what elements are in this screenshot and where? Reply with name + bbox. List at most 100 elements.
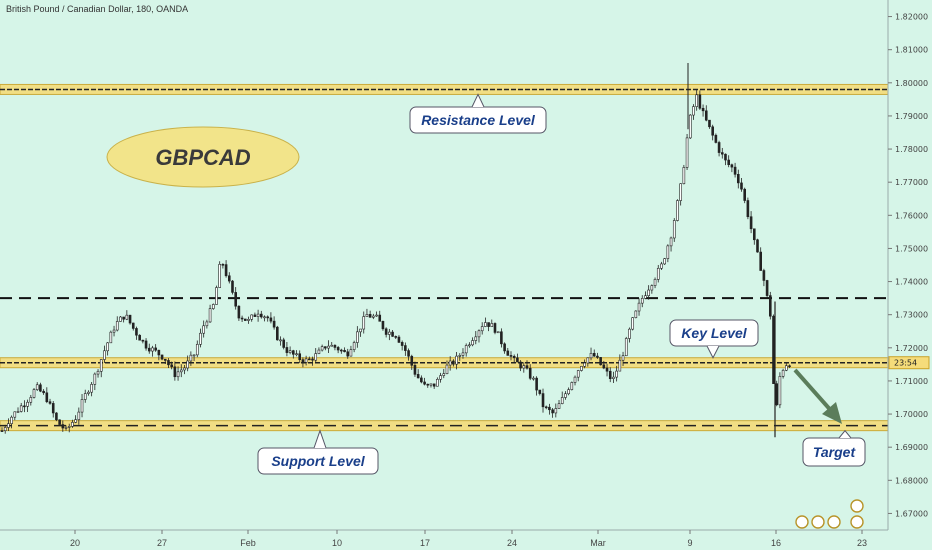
- candle-body: [176, 371, 180, 378]
- candle-body: [743, 188, 746, 201]
- candle-body: [240, 317, 244, 320]
- candle-body: [548, 406, 551, 411]
- candle-body: [564, 393, 567, 398]
- candle-body: [666, 245, 670, 259]
- candle-body: [179, 369, 183, 373]
- candle-body: [122, 316, 125, 320]
- x-tick-label: Mar: [590, 538, 606, 548]
- candle-body: [663, 258, 666, 265]
- candle-body: [173, 366, 177, 378]
- y-tick-label: 1.76000: [895, 211, 928, 220]
- candle-body: [215, 287, 218, 305]
- candle-body: [640, 298, 644, 304]
- candle-body: [26, 401, 29, 407]
- candle-body: [772, 315, 775, 384]
- candle-body: [167, 360, 170, 366]
- candle-body: [208, 308, 212, 323]
- x-tick-label: 27: [157, 538, 167, 548]
- candle-body: [538, 389, 542, 394]
- x-tick-label: 24: [507, 538, 517, 548]
- candle-body: [19, 405, 23, 412]
- candle-body: [631, 317, 634, 330]
- candle-body: [144, 340, 148, 349]
- event-icon: [811, 515, 825, 529]
- candle-body: [605, 367, 609, 372]
- y-tick-label: 1.82000: [895, 13, 928, 22]
- candle-body: [752, 228, 756, 241]
- candle-body: [788, 365, 791, 368]
- candle-body: [340, 349, 343, 352]
- candle-body: [416, 374, 420, 379]
- resistance-callout: Resistance Level: [409, 93, 547, 134]
- candle-body: [170, 364, 173, 368]
- x-tick-label: 23: [857, 538, 867, 548]
- candle-body: [525, 365, 529, 369]
- candle-body: [720, 152, 724, 155]
- candle-body: [23, 405, 26, 408]
- candle-body: [650, 285, 654, 291]
- candle-body: [727, 159, 730, 166]
- candle-body: [234, 292, 237, 307]
- candle-body: [528, 367, 532, 379]
- y-tick-label: 1.79000: [895, 112, 928, 121]
- x-axis-strip: [0, 530, 888, 550]
- candle-body: [141, 339, 145, 342]
- candle-body: [311, 358, 314, 361]
- candle-body: [221, 264, 225, 266]
- candle-body: [781, 369, 785, 377]
- x-tick-label: 9: [687, 538, 692, 548]
- candle-body: [35, 384, 39, 390]
- candle-body: [99, 359, 103, 372]
- candle-body: [388, 331, 391, 335]
- candle-body: [765, 280, 769, 296]
- candle-body: [115, 321, 119, 331]
- candle-body: [532, 377, 535, 380]
- y-tick-label: 1.73000: [895, 311, 928, 320]
- candle-body: [147, 347, 151, 352]
- candle-body: [29, 397, 33, 403]
- candle-body: [676, 200, 679, 221]
- candle-body: [109, 331, 113, 344]
- candle-body: [211, 304, 215, 309]
- candle-body: [39, 384, 42, 392]
- candle-body: [679, 183, 682, 201]
- candle-body: [61, 424, 65, 429]
- x-tick-label: Feb: [240, 538, 256, 548]
- candle-body: [400, 342, 404, 346]
- candle-body: [183, 367, 186, 371]
- candle-body: [362, 316, 366, 330]
- candle-body: [490, 323, 494, 327]
- candle-body: [452, 360, 455, 365]
- x-tick-label: 20: [70, 538, 80, 548]
- candle-body: [701, 107, 705, 112]
- candle-body: [740, 182, 743, 190]
- candle-body: [413, 364, 417, 375]
- candle-body: [372, 315, 375, 318]
- candle-body: [58, 419, 61, 425]
- candle-body: [3, 427, 7, 431]
- candle-body: [0, 430, 4, 432]
- candle-body: [644, 295, 647, 299]
- y-tick-label: 1.70000: [895, 410, 928, 419]
- target-callout-box: [802, 437, 866, 467]
- candle-body: [730, 164, 734, 168]
- candle-body: [496, 331, 500, 334]
- candle-body: [714, 134, 718, 143]
- candle-body: [32, 389, 36, 398]
- candle-body: [16, 411, 20, 413]
- key-callout-pointer: [706, 345, 720, 359]
- y-axis[interactable]: 1.82000 1.81000 1.80000 1.79000 1.78000 1.770…: [887, 0, 932, 550]
- candle-body: [237, 305, 241, 319]
- candle-body: [480, 326, 484, 332]
- chart-title: British Pound / Canadian Dollar, 180, OA…: [6, 4, 189, 14]
- candle-body: [48, 401, 52, 404]
- candle-body: [320, 346, 324, 351]
- x-axis[interactable]: 20 27 Feb 10 17 24 Mar 9 16 23: [0, 529, 888, 550]
- target-callout: Target: [802, 429, 866, 467]
- candle-body: [90, 384, 93, 393]
- candle-body: [77, 411, 81, 420]
- candle-body: [544, 406, 548, 409]
- candle-body: [708, 119, 711, 128]
- support-callout-label: Support Level: [271, 453, 365, 469]
